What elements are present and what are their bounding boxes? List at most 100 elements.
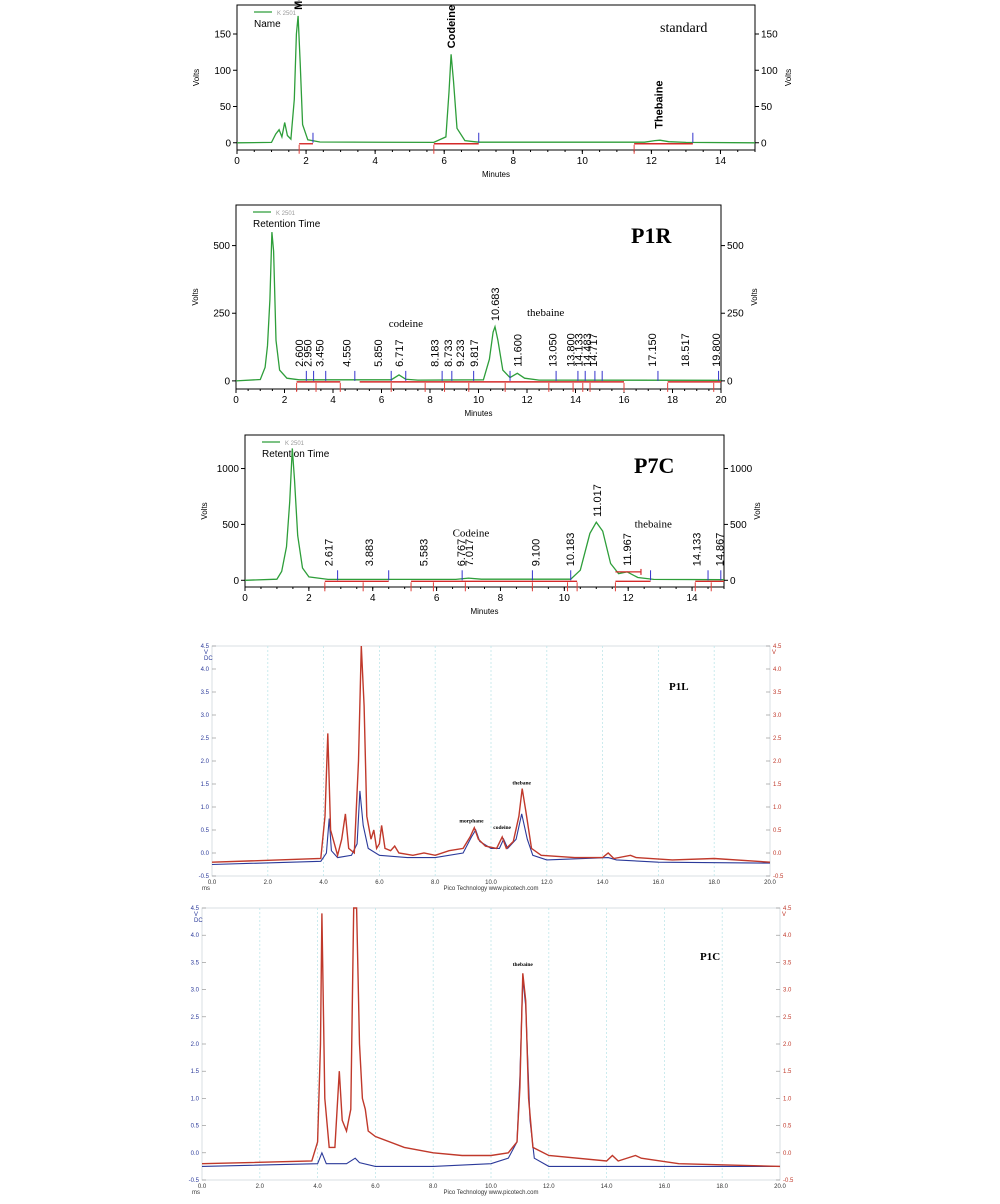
peak-label: 9.100 bbox=[531, 539, 543, 567]
y-tick-label-left: 4.5 bbox=[201, 644, 210, 650]
x-tick-label: 16 bbox=[618, 395, 630, 406]
x-tick-label: 18.0 bbox=[708, 880, 720, 886]
x-tick-label: 12 bbox=[521, 395, 533, 406]
x-tick-label: 4.0 bbox=[313, 1184, 322, 1190]
y-tick-label-right: 1000 bbox=[730, 464, 753, 475]
y-tick-label-left: -0.5 bbox=[189, 1178, 200, 1184]
corner-label: P1C bbox=[700, 951, 720, 963]
y-tick-label-right: 3.5 bbox=[783, 960, 792, 966]
x-tick-label: 8.0 bbox=[429, 1184, 438, 1190]
y-tick-label-right: 0 bbox=[730, 576, 736, 587]
x-axis-label: Minutes bbox=[464, 409, 492, 418]
compound-annotation: codeine bbox=[389, 318, 423, 330]
y-tick-label-right: 4.5 bbox=[773, 644, 782, 650]
right-unit: V bbox=[772, 650, 776, 656]
y-tick-label-right: 0.5 bbox=[783, 1124, 792, 1130]
x-tick-label: 2 bbox=[282, 395, 288, 406]
x-tick-label: 16.0 bbox=[659, 1184, 671, 1190]
y-tick-label-right: 500 bbox=[727, 241, 744, 252]
y-tick-label-left: 0 bbox=[233, 576, 239, 587]
chart-p1l: 0.0 2.0 4.0 6.0 8.0 10.0 12.0 14.0 16.0 18.0 20.0-… bbox=[199, 644, 784, 892]
x-tick-label: 10 bbox=[559, 593, 571, 604]
compound-annotation: thebane bbox=[512, 780, 531, 786]
y-tick-label-left: 3.5 bbox=[201, 690, 210, 696]
x-tick-label: 6.0 bbox=[371, 1184, 380, 1190]
compound-annotation: Codeine bbox=[453, 527, 490, 539]
x-tick-label: 6 bbox=[379, 395, 385, 406]
y-axis-label-left: Volts bbox=[192, 69, 201, 86]
y-tick-label-right: 100 bbox=[761, 66, 778, 77]
peak-label: 9.233 bbox=[455, 339, 467, 367]
series-line bbox=[211, 645, 771, 863]
x-tick-label: 14 bbox=[715, 156, 727, 167]
y-tick-label-left: 1.0 bbox=[201, 805, 210, 811]
peak-label: 19.800 bbox=[711, 333, 723, 367]
compound-annotation: thebaine bbox=[635, 518, 672, 530]
y-tick-label-left: 1000 bbox=[217, 464, 240, 475]
x-tick-label: 2 bbox=[306, 593, 312, 604]
x-tick-label: 14 bbox=[687, 593, 699, 604]
x-tick-label: 4 bbox=[370, 593, 376, 604]
panel-header-label: Retention Time bbox=[253, 219, 321, 230]
series-line bbox=[244, 448, 725, 581]
legend-label: K 2501 bbox=[277, 11, 297, 17]
y-tick-label-left: 1.5 bbox=[191, 1069, 200, 1075]
y-tick-label-left: 2.0 bbox=[191, 1042, 200, 1048]
y-tick-label-left: 3.0 bbox=[201, 713, 210, 719]
panel-header-label: Name bbox=[254, 19, 281, 30]
x-tick-label: 8 bbox=[427, 395, 433, 406]
peak-label: 18.517 bbox=[680, 333, 692, 367]
x-tick-label: 0.0 bbox=[198, 1184, 207, 1190]
peak-label: 7.017 bbox=[464, 539, 476, 567]
y-tick-label-right: 0.0 bbox=[783, 1151, 792, 1157]
y-tick-label-left: 3.5 bbox=[191, 960, 200, 966]
y-tick-label-right: 3.5 bbox=[773, 690, 782, 696]
y-tick-label-right: 2.0 bbox=[773, 759, 782, 765]
y-tick-label-right: 250 bbox=[727, 309, 744, 320]
x-tick-label: 8.0 bbox=[431, 880, 440, 886]
compound-annotation: thebaine bbox=[527, 307, 564, 319]
panel-header-label: Retention Time bbox=[262, 449, 330, 460]
y-tick-label-left: 4.5 bbox=[191, 906, 200, 912]
y-tick-label-right: 500 bbox=[730, 520, 747, 531]
x-tick-label: 16.0 bbox=[653, 880, 665, 886]
y-tick-label-left: 0.5 bbox=[191, 1124, 200, 1130]
y-tick-label-right: 0.5 bbox=[773, 828, 782, 834]
x-tick-label: 20 bbox=[715, 395, 727, 406]
legend-label: K 2501 bbox=[276, 211, 296, 217]
y-tick-label-left: 4.0 bbox=[201, 667, 210, 673]
x-tick-label: 12.0 bbox=[541, 880, 553, 886]
footer-credit: Pico Technology www.picotech.com bbox=[444, 886, 539, 892]
y-axis-label-right: Volts bbox=[784, 69, 793, 86]
peak-label: 11.017 bbox=[592, 484, 604, 517]
y-tick-label-left: 2.5 bbox=[201, 736, 210, 742]
y-tick-label-right: 4.5 bbox=[783, 906, 792, 912]
y-tick-label-left: 3.0 bbox=[191, 988, 200, 994]
y-tick-label-right: 2.5 bbox=[783, 1015, 792, 1021]
y-tick-label-left: 0.5 bbox=[201, 828, 210, 834]
peak-label: 5.583 bbox=[418, 539, 430, 567]
x-tick-label: 18.0 bbox=[716, 1184, 728, 1190]
x-tick-label: 2.0 bbox=[256, 1184, 265, 1190]
x-tick-label: 8 bbox=[510, 156, 516, 167]
y-tick-label-left: 250 bbox=[213, 309, 230, 320]
y-tick-label-left: 0 bbox=[224, 376, 230, 387]
y-tick-label-left: 1.0 bbox=[191, 1096, 200, 1102]
peak-label: Morphine bbox=[293, 0, 305, 10]
y-tick-label-left: 0.0 bbox=[201, 851, 210, 857]
y-tick-label-left: 0 bbox=[225, 138, 231, 149]
peak-label: 3.883 bbox=[364, 539, 376, 567]
x-tick-label: 10.0 bbox=[485, 880, 497, 886]
peak-label: 4.550 bbox=[341, 339, 353, 367]
peak-label: 11.967 bbox=[622, 533, 634, 566]
y-tick-label-right: 1.5 bbox=[783, 1069, 792, 1075]
corner-label: P1L bbox=[669, 681, 689, 693]
peak-label: 17.150 bbox=[647, 333, 659, 367]
peak-label: 9.817 bbox=[469, 339, 481, 367]
footer-credit: Pico Technology www.picotech.com bbox=[444, 1190, 539, 1196]
x-tick-label: 14.0 bbox=[601, 1184, 613, 1190]
x-tick-label: 6 bbox=[441, 156, 447, 167]
x-unit: ms bbox=[192, 1190, 200, 1196]
